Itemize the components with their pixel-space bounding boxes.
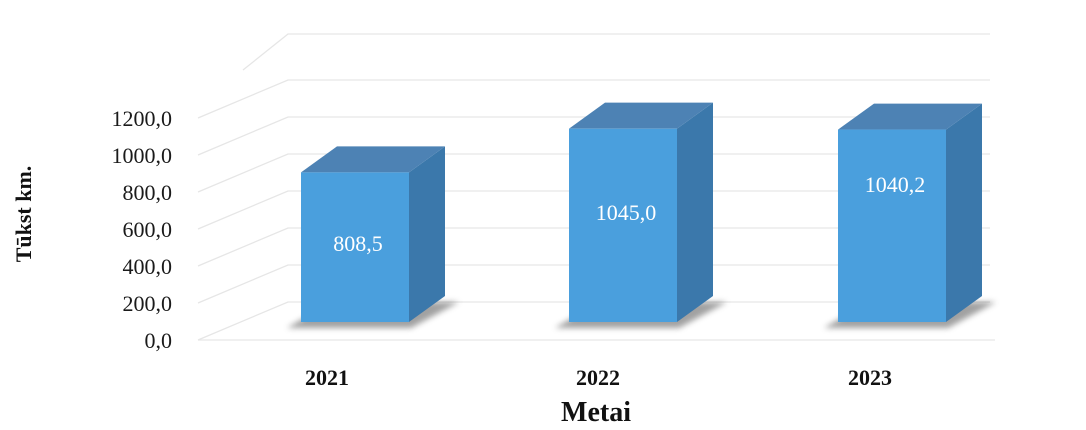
- bar-side-face: [946, 103, 982, 322]
- y-tick-label: 200,0: [123, 291, 173, 316]
- x-axis-ticks: 2021 2022 2023: [305, 365, 892, 390]
- gridline: [197, 116, 990, 156]
- bar-side-face: [677, 102, 713, 322]
- y-tick-label: 400,0: [123, 254, 173, 279]
- gridline: [197, 190, 990, 230]
- bar: [838, 129, 946, 322]
- gridline: [197, 227, 990, 267]
- x-tick-label: 2021: [305, 365, 349, 390]
- bar-top-face: [838, 103, 982, 130]
- data-label: 1040,2: [865, 172, 926, 197]
- bar-side-face: [409, 146, 445, 322]
- y-tick-label: 1000,0: [112, 143, 173, 168]
- data-label: 1045,0: [596, 200, 657, 225]
- bar: [569, 128, 677, 322]
- gridline: [197, 301, 990, 341]
- y-tick-label: 1200,0: [112, 106, 173, 131]
- y-tick-label: 600,0: [123, 217, 173, 242]
- data-label: 808,5: [333, 231, 383, 256]
- gridline: [197, 79, 990, 119]
- x-tick-label: 2023: [848, 365, 892, 390]
- y-tick-label: 800,0: [123, 180, 173, 205]
- bar-top-face: [301, 146, 445, 173]
- x-axis-title: Metai: [561, 397, 631, 428]
- gridline: [197, 264, 990, 304]
- x-tick-label: 2022: [576, 365, 620, 390]
- y-axis-title: Tūkst km.: [11, 166, 36, 263]
- gridline: [197, 153, 990, 193]
- gridline: [242, 33, 990, 71]
- bar: [301, 172, 409, 322]
- y-axis-ticks: 0,0 200,0 400,0 600,0 800,0 1000,0 1200,…: [112, 106, 173, 353]
- gridlines: [197, 33, 995, 341]
- bars: [287, 102, 996, 328]
- data-labels: 808,5 1045,0 1040,2: [333, 172, 925, 256]
- y-tick-label: 0,0: [145, 328, 173, 353]
- bar-top-face: [569, 102, 713, 129]
